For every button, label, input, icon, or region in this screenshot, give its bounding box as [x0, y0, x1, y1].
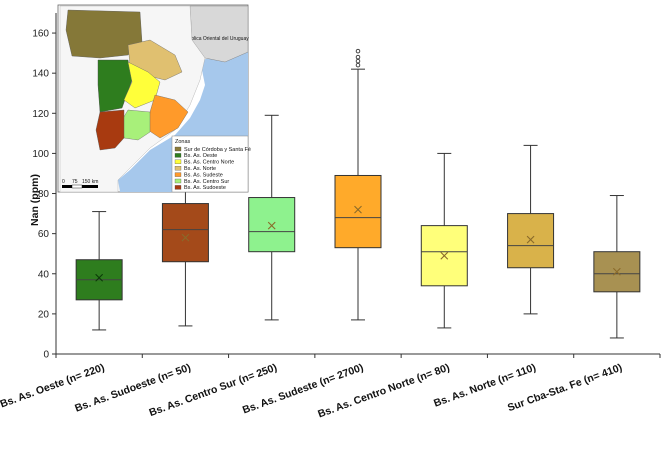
box-group	[161, 191, 209, 327]
y-axis-label: Nan (ppm)	[29, 174, 41, 226]
box-group	[248, 114, 296, 321]
iqr-box	[334, 174, 382, 249]
box-group	[334, 48, 382, 321]
zone-bs-as-oeste	[97, 59, 133, 113]
inset-legend-swatch	[174, 166, 182, 171]
scale-bar-segment	[82, 185, 98, 188]
inset-legend-swatch	[174, 153, 182, 158]
inset-legend-label: Bs. As. Centro Sur	[184, 179, 229, 185]
box-group	[507, 144, 555, 315]
iqr-box	[161, 203, 209, 263]
zone-bs-as-centro-norte	[123, 61, 161, 109]
scale-labels: 0 75 150 km	[62, 179, 98, 185]
mean-marker	[612, 267, 621, 276]
box-group	[593, 195, 641, 339]
uruguay-label-text: República Oriental del Uruguay	[179, 36, 249, 42]
scale-label: 0	[62, 179, 65, 185]
scale-label: 75	[72, 179, 78, 185]
iqr-box	[507, 213, 555, 269]
inset-legend-swatch	[174, 159, 182, 164]
mean-marker	[440, 251, 449, 260]
box-group	[75, 211, 123, 331]
mean-marker	[526, 235, 535, 244]
inset-legend-label: Bs. As. Norte	[184, 166, 216, 172]
y-tick-label: 0	[43, 350, 49, 361]
inset-legend-label: Bs. As. Sudoeste	[184, 185, 226, 191]
iqr-box	[248, 197, 296, 253]
y-tick-label: 120	[32, 109, 49, 120]
y-tick-label: 60	[38, 229, 50, 240]
scale-bar-segment	[71, 184, 83, 189]
inset-legend-label: Sur de Córdoba y Santa Fé	[184, 147, 251, 153]
inset-legend-swatch	[174, 146, 182, 152]
y-tick-label: 100	[32, 149, 49, 160]
scale-label: 150 km	[82, 179, 98, 185]
inset-legend-swatch	[174, 178, 182, 184]
mean-marker	[95, 273, 104, 282]
mean-marker	[267, 221, 276, 230]
inset-legend-label: Bs. As. Sudeste	[184, 172, 223, 178]
y-tick-label: 160	[32, 29, 49, 40]
outlier-point	[355, 62, 361, 68]
inset-legend-box	[171, 135, 249, 193]
y-tick-label: 140	[32, 69, 49, 80]
outlier-point	[355, 58, 361, 64]
inset-legend-label: Bs. As. Centro Norte	[184, 160, 234, 166]
inset-legend-swatch	[174, 185, 182, 190]
zone-bs-as-sudoeste	[95, 109, 125, 151]
outlier-point	[355, 48, 361, 54]
scale-bar: 0 75 150 km	[62, 179, 98, 189]
box-group	[420, 152, 468, 329]
scale-bar-segment	[62, 185, 72, 188]
uruguay-label: República Oriental del Uruguay	[179, 36, 249, 42]
zone-sur-cordoba-santa-fe	[65, 9, 143, 59]
y-tick-label: 40	[38, 269, 50, 280]
inset-map: República Oriental del Uruguay Zonas Sur…	[57, 4, 251, 193]
inset-legend-swatch	[174, 172, 182, 177]
mean-marker	[354, 205, 362, 214]
y-tick-label: 20	[38, 309, 50, 320]
y-tick-label: 80	[38, 189, 50, 200]
outlier-point	[355, 54, 361, 60]
inset-legend-label: Bs. As. Oeste	[184, 153, 217, 159]
mean-marker	[181, 233, 190, 242]
inset-legend-title: Zonas	[175, 139, 191, 145]
